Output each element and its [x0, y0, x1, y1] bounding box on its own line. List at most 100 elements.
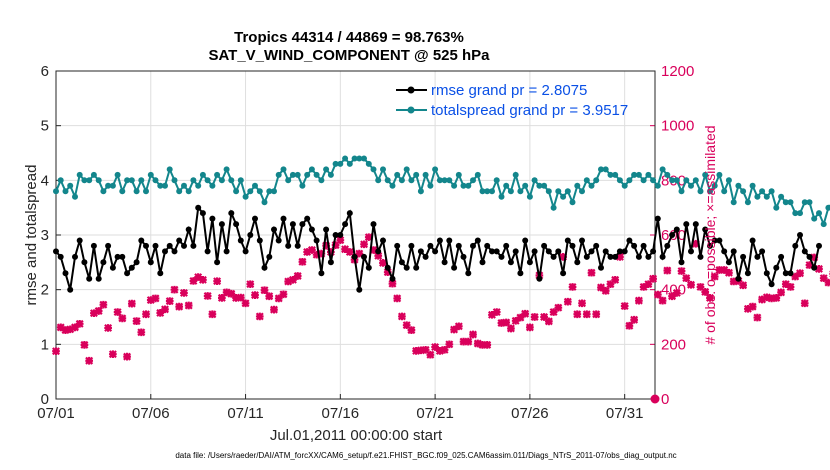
obs-assimilated-point	[563, 297, 572, 306]
obs-assimilated-point	[445, 340, 454, 349]
totalspread-point	[550, 204, 557, 211]
rmse-point	[422, 253, 429, 260]
rmse-point	[526, 259, 533, 266]
totalspread-point	[133, 188, 140, 195]
totalspread-point	[162, 182, 168, 189]
rmse-point	[337, 232, 344, 238]
rmse-point	[76, 237, 83, 244]
obs-assimilated-point	[388, 279, 397, 288]
totalspread-point	[166, 166, 173, 173]
totalspread-point	[782, 199, 789, 206]
rmse-point	[498, 253, 505, 260]
rmse-point	[181, 242, 187, 249]
obs-assimilated-point	[208, 310, 217, 319]
totalspread-point	[498, 193, 505, 200]
obs-assimilated-point	[146, 296, 155, 305]
rmse-point	[640, 242, 647, 249]
totalspread-point	[801, 199, 808, 206]
totalspread-point	[574, 182, 581, 189]
totalspread-point	[616, 177, 623, 184]
rmse-point	[536, 275, 543, 282]
rmse-point	[294, 242, 301, 249]
rmse-point	[522, 237, 529, 244]
totalspread-point	[588, 182, 595, 189]
rmse-point	[659, 253, 666, 260]
rmse-point	[365, 264, 372, 271]
rmse-point	[209, 215, 216, 222]
totalspread-point	[427, 182, 434, 189]
totalspread-point	[792, 210, 799, 217]
rmse-point	[683, 221, 690, 228]
rmse-point	[782, 270, 789, 277]
obs-assimilated-point	[217, 293, 226, 302]
rmse-point	[95, 275, 102, 282]
rmse-point	[223, 248, 230, 255]
rmse-point	[114, 253, 121, 260]
obs-assimilated-point	[777, 288, 786, 297]
rmse-point	[512, 248, 519, 255]
totalspread-point	[81, 177, 88, 184]
x-tick-label: 07/21	[416, 405, 454, 422]
rmse-point	[451, 264, 458, 271]
obs-assimilated-point	[374, 251, 383, 260]
rmse-point	[356, 286, 363, 293]
obs-assimilated-point	[634, 296, 643, 305]
totalspread-point	[569, 199, 576, 206]
obs-assimilated-point	[464, 337, 473, 346]
rmse-point	[90, 242, 97, 249]
obs-assimilated-point	[454, 322, 463, 331]
rmse-point	[744, 270, 751, 277]
totalspread-point	[223, 166, 230, 173]
obs-assimilated-point	[255, 312, 264, 321]
totalspread-point	[128, 177, 135, 184]
rmse-point	[650, 248, 657, 255]
totalspread-point	[526, 193, 533, 200]
rmse-point	[308, 226, 315, 233]
totalspread-point	[342, 155, 349, 162]
totalspread-point	[749, 182, 756, 189]
obs-assimilated-point	[559, 252, 568, 261]
obs-assimilated-point	[469, 330, 478, 339]
rmse-point	[285, 242, 292, 249]
totalspread-point	[365, 160, 372, 167]
obs-assimilated-point	[104, 323, 113, 332]
totalspread-point	[621, 182, 628, 189]
rmse-point	[233, 221, 240, 228]
totalspread-point	[275, 171, 282, 178]
totalspread-point	[346, 160, 353, 167]
obs-assimilated-point	[440, 345, 449, 354]
totalspread-point	[209, 182, 216, 189]
rmse-point	[669, 232, 676, 238]
rmse-point	[569, 242, 576, 249]
rmse-point	[204, 248, 211, 255]
totalspread-point	[583, 177, 590, 184]
obs-assimilated-point	[369, 246, 378, 255]
totalspread-point	[446, 177, 453, 184]
totalspread-point	[820, 221, 827, 228]
obs-assimilated-point	[364, 233, 373, 242]
rmse-point	[124, 270, 131, 277]
rmse-point	[579, 237, 585, 244]
obs-assimilated-point	[639, 282, 648, 291]
rmse-point	[763, 270, 770, 277]
rmse-point	[190, 242, 197, 249]
totalspread-point	[408, 177, 415, 184]
footer-data-file: data file: /Users/raeder/DAI/ATM_forcXX/…	[175, 451, 676, 460]
rmse-point	[214, 259, 221, 266]
rmse-point	[275, 237, 282, 244]
rmse-point	[384, 264, 391, 271]
obs-assimilated-point	[800, 299, 809, 308]
rmse-point	[389, 275, 396, 282]
totalspread-point	[754, 193, 761, 200]
totalspread-point	[417, 188, 424, 195]
rmse-point	[247, 232, 254, 238]
obs-assimilated-point	[137, 328, 146, 337]
totalspread-point	[299, 182, 306, 189]
obs-assimilated-point	[227, 289, 236, 298]
totalspread-point	[787, 199, 794, 206]
rmse-point	[787, 270, 794, 277]
obs-assimilated-point	[270, 305, 278, 314]
rmse-point	[100, 259, 107, 266]
obs-assimilated-point	[52, 347, 60, 356]
